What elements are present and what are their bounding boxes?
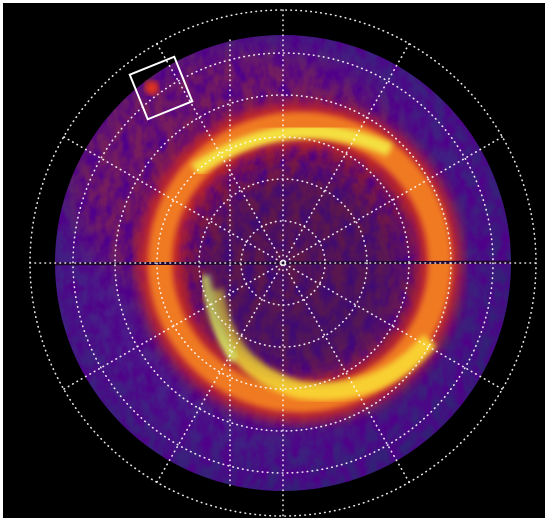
grid-circle	[198, 178, 368, 348]
grid-line	[63, 136, 503, 390]
grid-line	[156, 43, 410, 483]
aurora-bright-arc	[191, 124, 393, 176]
polar-cap	[200, 170, 400, 370]
polar-grid	[29, 9, 537, 517]
spot	[145, 81, 159, 95]
grid-circle	[156, 136, 410, 390]
box	[128, 55, 194, 121]
grid-line	[63, 136, 503, 390]
grid-circle	[72, 52, 494, 474]
highlight-box	[128, 55, 194, 121]
grid-line	[156, 43, 410, 483]
